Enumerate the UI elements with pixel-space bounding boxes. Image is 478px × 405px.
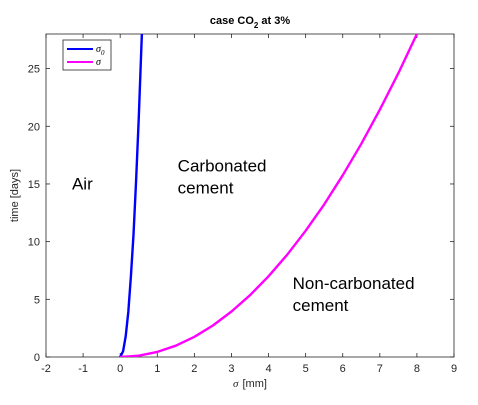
x-tick-label: 9 bbox=[451, 363, 457, 375]
annotation-0: Air bbox=[72, 175, 93, 194]
y-tick-label: 0 bbox=[34, 352, 40, 364]
y-tick-label: 10 bbox=[28, 237, 40, 249]
legend-subscript: 0 bbox=[101, 49, 105, 57]
annotation-line: cement bbox=[178, 178, 234, 197]
axis-ticks: -2 -1 0 1 2 3 4 5 6 7 8 9 0 5 10 15 20 25 bbox=[28, 34, 457, 375]
y-tick-label: 15 bbox=[28, 179, 40, 191]
x-tick-label: 5 bbox=[303, 363, 309, 375]
legend-label-0: σ0 bbox=[96, 44, 105, 57]
x-tick-label: 1 bbox=[154, 363, 160, 375]
x-tick-label: 8 bbox=[414, 363, 420, 375]
y-tick-label: 20 bbox=[28, 121, 40, 133]
x-tick-label: 2 bbox=[191, 363, 197, 375]
y-axis-label: time [days] bbox=[9, 169, 21, 222]
plot-area bbox=[45, 33, 455, 358]
annotation-line: cement bbox=[293, 296, 349, 315]
legend-symbol: σ bbox=[96, 57, 102, 68]
legend-symbol: σ bbox=[96, 44, 102, 55]
x-tick-label: 3 bbox=[228, 363, 234, 375]
legend: σ0σ bbox=[62, 39, 112, 71]
annotation-line: Air bbox=[72, 175, 93, 194]
title-suffix: at 3% bbox=[258, 15, 290, 27]
x-tick-label: 0 bbox=[117, 363, 123, 375]
series-line-1 bbox=[120, 34, 419, 357]
x-tick-label: 6 bbox=[340, 363, 346, 375]
x-axis-symbol: σ bbox=[233, 378, 239, 390]
annotation-2: Non-carbonated cement bbox=[293, 274, 415, 315]
chart-title: case CO2 at 3% bbox=[210, 15, 290, 30]
x-tick-label: -2 bbox=[41, 363, 51, 375]
plot-frame bbox=[45, 33, 455, 358]
legend-label-1: σ bbox=[96, 57, 102, 68]
x-axis-unit: [mm] bbox=[242, 378, 266, 390]
x-tick-label: 7 bbox=[377, 363, 383, 375]
y-tick-label: 5 bbox=[34, 294, 40, 306]
title-prefix: case CO bbox=[210, 15, 254, 27]
x-axis-label: σ [mm] bbox=[233, 378, 267, 390]
x-tick-label: -1 bbox=[78, 363, 88, 375]
annotation-line: Carbonated bbox=[178, 156, 267, 175]
series-line-0 bbox=[119, 34, 144, 357]
legend-box bbox=[62, 39, 112, 71]
series-lines bbox=[119, 34, 419, 357]
annotation-line: Non-carbonated bbox=[293, 274, 415, 293]
y-tick-label: 25 bbox=[28, 64, 40, 76]
title-subscript: 2 bbox=[254, 21, 259, 30]
annotation-1: Carbonated cement bbox=[178, 156, 267, 197]
x-tick-label: 4 bbox=[265, 363, 271, 375]
region-annotations: Air Carbonated cement Non-carbonated cement bbox=[72, 156, 415, 315]
